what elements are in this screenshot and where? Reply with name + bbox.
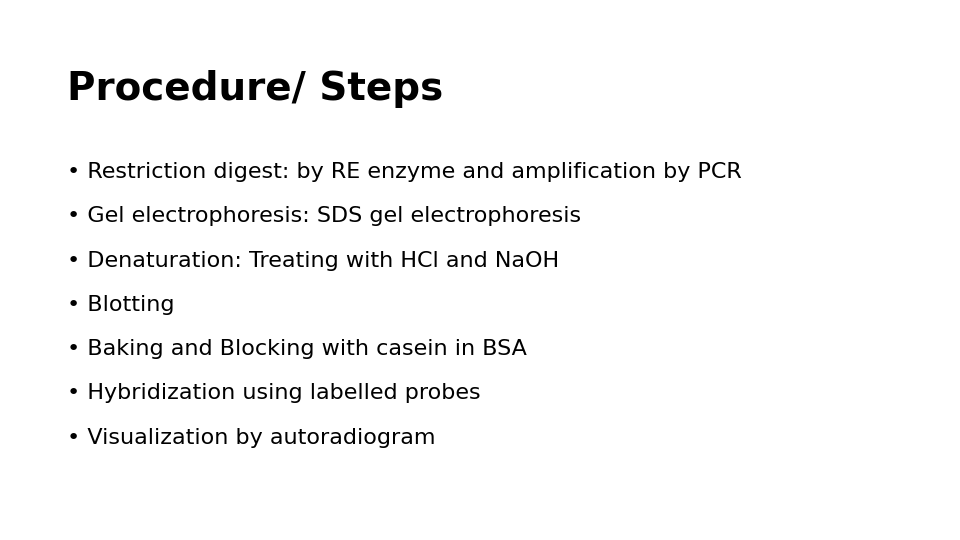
Text: Procedure/ Steps: Procedure/ Steps [67,70,444,108]
Text: • Baking and Blocking with casein in BSA: • Baking and Blocking with casein in BSA [67,339,527,359]
Text: • Denaturation: Treating with HCl and NaOH: • Denaturation: Treating with HCl and Na… [67,251,560,271]
Text: • Visualization by autoradiogram: • Visualization by autoradiogram [67,428,436,448]
Text: • Restriction digest: by RE enzyme and amplification by PCR: • Restriction digest: by RE enzyme and a… [67,162,742,182]
Text: • Hybridization using labelled probes: • Hybridization using labelled probes [67,383,481,403]
Text: • Blotting: • Blotting [67,295,175,315]
Text: • Gel electrophoresis: SDS gel electrophoresis: • Gel electrophoresis: SDS gel electroph… [67,206,582,226]
